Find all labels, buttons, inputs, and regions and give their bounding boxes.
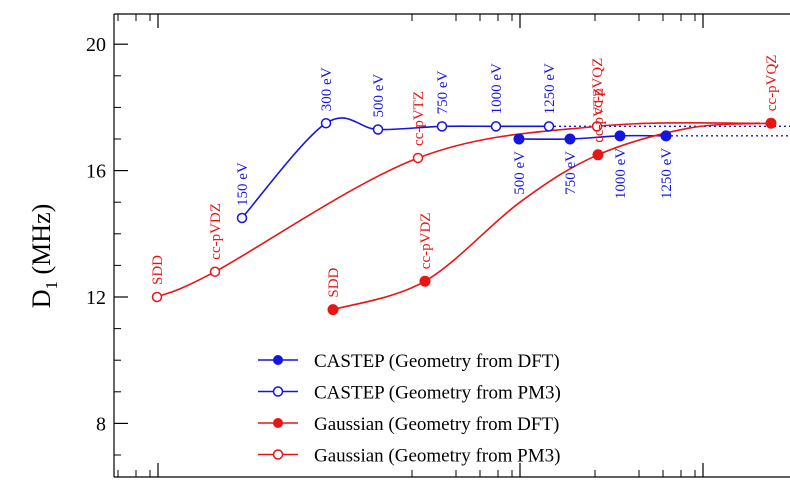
point-label: 1250 eV bbox=[542, 63, 558, 114]
legend-marker bbox=[273, 418, 283, 428]
data-point bbox=[490, 121, 502, 132]
legend-label: CASTEP (Geometry from DFT) bbox=[314, 351, 560, 372]
point-label: cc-pVQZ bbox=[590, 58, 606, 115]
legend-marker bbox=[272, 386, 284, 397]
data-point bbox=[614, 130, 626, 142]
data-point bbox=[412, 152, 424, 164]
data-point bbox=[660, 130, 672, 142]
series-line bbox=[518, 134, 667, 141]
data-point bbox=[151, 291, 163, 303]
y-tick-label: 8 bbox=[96, 413, 106, 435]
point-label: cc-pVTZ bbox=[411, 91, 427, 146]
y-tick-label: 20 bbox=[86, 34, 106, 56]
legend-label: Gaussian (Geometry from DFT) bbox=[314, 414, 559, 435]
point-label: 500 eV bbox=[512, 151, 528, 195]
legend-marker bbox=[273, 355, 283, 365]
legend-label: Gaussian (Geometry from PM3) bbox=[314, 446, 560, 467]
data-point bbox=[564, 133, 576, 145]
legend-label: CASTEP (Geometry from PM3) bbox=[314, 383, 561, 404]
data-point bbox=[236, 212, 248, 224]
y-axis-title-subscript: 1 bbox=[42, 281, 61, 290]
legend-marker bbox=[272, 449, 284, 460]
data-point bbox=[591, 121, 603, 132]
point-label: 300 eV bbox=[319, 67, 335, 111]
point-label: cc-pVQZ bbox=[764, 55, 780, 112]
data-point bbox=[513, 133, 525, 145]
y-axis-title-main: D bbox=[27, 289, 56, 308]
series-line bbox=[332, 122, 772, 311]
y-axis-title-unit: (MHz) bbox=[27, 204, 56, 281]
point-label: 750 eV bbox=[563, 151, 579, 195]
data-point bbox=[209, 266, 221, 277]
legend: CASTEP (Geometry from DFT) CASTEP (Geomet… bbox=[258, 351, 561, 467]
data-point bbox=[320, 117, 332, 129]
data-point bbox=[592, 149, 604, 161]
point-label: 1000 eV bbox=[489, 63, 505, 114]
data-point bbox=[327, 304, 339, 316]
point-labels: 500 eV 750 eV 1000 eV 1250 eV 150 eV 300 eV 50… bbox=[150, 55, 780, 298]
y-tick-label: 16 bbox=[86, 161, 106, 183]
data-point bbox=[419, 275, 431, 287]
point-label: 1000 eV bbox=[613, 148, 629, 199]
point-label: 750 eV bbox=[435, 70, 451, 114]
point-label: 1250 eV bbox=[659, 148, 675, 199]
point-label: 150 eV bbox=[235, 162, 251, 206]
point-label: SDD bbox=[150, 255, 166, 285]
point-label: SDD bbox=[326, 267, 342, 297]
point-label: cc-pVDZ bbox=[208, 203, 224, 260]
y-axis-title: D1 (MHz) bbox=[27, 204, 61, 309]
plot-axes: 8 12 16 20 bbox=[86, 13, 790, 478]
data-point bbox=[372, 124, 384, 135]
point-label: cc-pVTZ bbox=[591, 88, 607, 143]
point-label: 500 eV bbox=[371, 74, 387, 118]
data-point bbox=[436, 121, 448, 132]
data-point bbox=[765, 117, 777, 129]
point-label: cc-pVDZ bbox=[418, 213, 434, 270]
series-points bbox=[151, 117, 777, 316]
data-point bbox=[543, 121, 555, 132]
series-curves bbox=[156, 117, 790, 311]
y-tick-label: 12 bbox=[86, 287, 106, 309]
